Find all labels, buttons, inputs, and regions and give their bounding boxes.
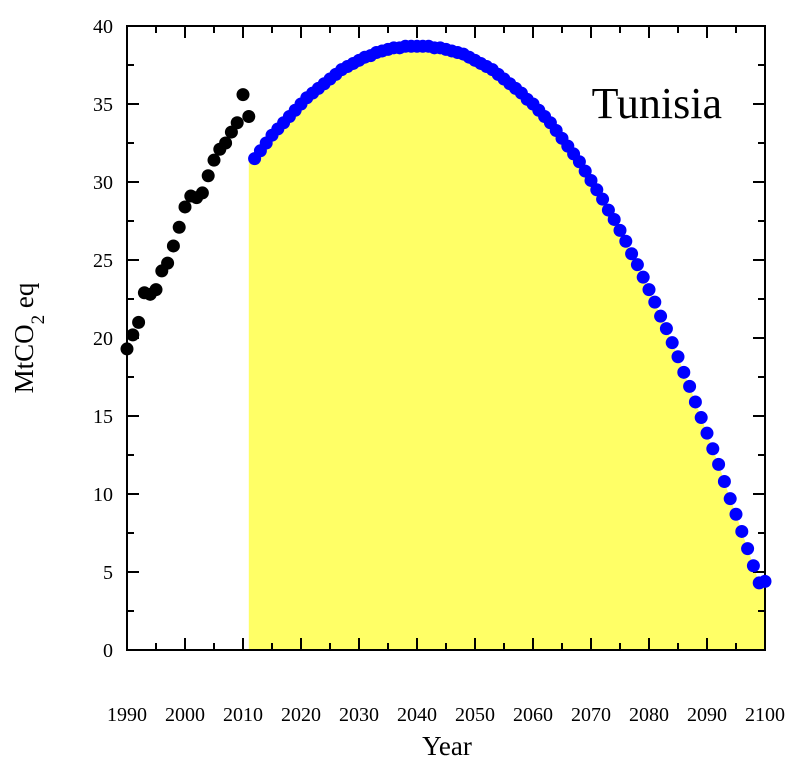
projection-data-point — [706, 442, 720, 456]
historical-data-point — [149, 283, 163, 297]
x-tick-label: 2050 — [455, 704, 495, 726]
x-tick-label: 2100 — [745, 704, 785, 726]
projection-data-point — [659, 322, 673, 336]
projection-data-point — [596, 192, 610, 206]
projection-data-point — [665, 336, 679, 350]
x-tick-label: 2070 — [571, 704, 611, 726]
projection-data-point — [741, 542, 755, 556]
projection-data-point — [654, 309, 668, 323]
y-tick-label: 40 — [93, 16, 113, 38]
historical-data-point — [201, 169, 215, 183]
historical-data-point — [172, 220, 186, 234]
x-tick-label: 2060 — [513, 704, 553, 726]
labels-layer: Tunisia Year MtCO2 eq — [9, 79, 722, 758]
projection-data-point — [636, 270, 650, 284]
x-tick-label: 2030 — [339, 704, 379, 726]
historical-data-point — [126, 328, 140, 342]
historical-data-point — [230, 116, 244, 130]
y-tick-label: 5 — [103, 562, 113, 584]
historical-data-point — [166, 239, 180, 253]
projection-data-point — [677, 365, 691, 379]
y-tick-label: 30 — [93, 172, 113, 194]
projection-shaded-area — [248, 46, 766, 650]
historical-data-point — [242, 109, 256, 123]
y-tick-label: 10 — [93, 484, 113, 506]
historical-data-point — [132, 315, 146, 329]
historical-data-point — [236, 88, 250, 102]
historical-data-point — [195, 186, 209, 200]
historical-data-point — [120, 342, 134, 356]
projection-data-point — [700, 426, 714, 440]
projection-data-point — [590, 183, 604, 197]
projection-data-point — [683, 379, 697, 393]
projection-data-point — [746, 559, 760, 573]
y-tick-label: 20 — [93, 328, 113, 350]
projection-data-point — [688, 395, 702, 409]
projection-data-point — [694, 411, 708, 425]
y-axis-title-main: MtCO — [9, 324, 39, 393]
projection-data-point — [572, 155, 586, 169]
country-label: Tunisia — [592, 79, 722, 128]
projection-data-point — [723, 492, 737, 506]
y-tick-label: 0 — [103, 640, 113, 662]
projection-data-point — [584, 173, 598, 187]
projection-data-point — [642, 283, 656, 297]
projection-data-point — [648, 295, 662, 309]
projection-data-point — [729, 507, 743, 521]
x-axis-title: Year — [422, 731, 472, 758]
y-tick-label: 15 — [93, 406, 113, 428]
x-tick-label: 2080 — [629, 704, 669, 726]
x-tick-label: 2040 — [397, 704, 437, 726]
x-tick-label: 2000 — [165, 704, 205, 726]
projection-data-point — [625, 247, 639, 261]
y-tick-label: 25 — [93, 250, 113, 272]
projection-data-point — [735, 524, 749, 538]
y-axis-title-suffix: eq — [9, 282, 39, 315]
historical-data-point — [219, 136, 233, 150]
projection-data-point — [613, 223, 627, 237]
projection-data-point — [717, 475, 731, 489]
projection-data-point — [578, 164, 592, 178]
historical-data-point — [161, 256, 175, 270]
historical-data-point — [224, 125, 238, 139]
historical-data-point — [178, 200, 192, 214]
points-layer — [120, 39, 772, 590]
projection-data-point — [607, 212, 621, 226]
projection-data-point — [712, 457, 726, 471]
x-tick-label: 2090 — [687, 704, 727, 726]
projection-data-point — [671, 350, 685, 364]
axes-layer: 0 5 10 15 20 25 30 35 40 1990 2000 2010 2020 2030 2040… — [93, 16, 785, 726]
projection-data-point — [601, 203, 615, 217]
x-tick-label: 1990 — [107, 704, 147, 726]
historical-data-point — [207, 153, 221, 167]
projection-data-point — [630, 258, 644, 272]
shaded-region-layer — [248, 46, 766, 650]
projection-data-point — [758, 574, 772, 588]
y-tick-label: 35 — [93, 94, 113, 116]
y-axis-title-subscript: 2 — [28, 315, 49, 325]
y-axis-title: MtCO2 eq — [9, 282, 49, 393]
x-tick-label: 2010 — [223, 704, 263, 726]
x-tick-label: 2020 — [281, 704, 321, 726]
projection-data-point — [619, 234, 633, 248]
